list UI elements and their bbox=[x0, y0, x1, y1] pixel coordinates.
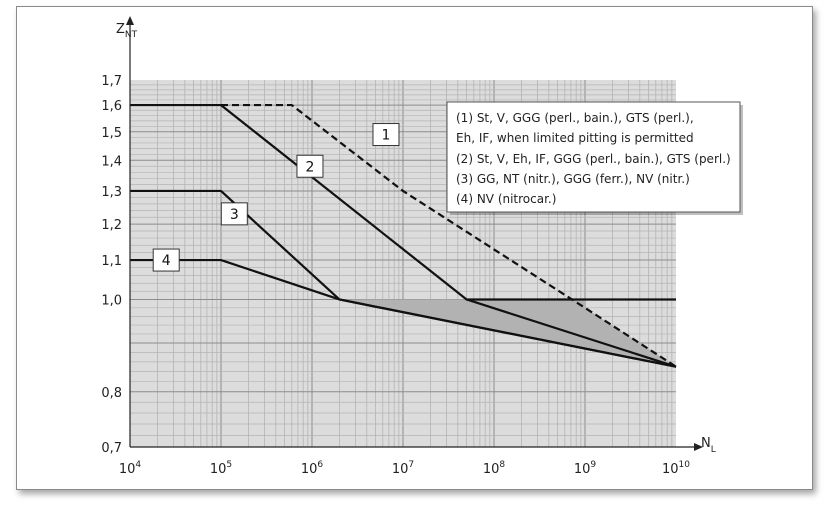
y-tick-label: 1,5 bbox=[101, 126, 122, 141]
y-tick-label: 1,4 bbox=[101, 154, 122, 169]
x-tick-label: 108 bbox=[483, 460, 506, 477]
x-tick-label: 105 bbox=[210, 460, 232, 477]
legend-entry: (4) NV (nitrocar.) bbox=[456, 192, 556, 206]
figure-frame: ZNT NL 0,7 0,8 1,0 1,1 1,2 1,3 1,4 1,5 1,6 1,7 104 1… bbox=[16, 6, 813, 490]
legend-entry: (3) GG, NT (nitr.), GGG (ferr.), NV (nit… bbox=[456, 172, 690, 186]
legend-entry: (2) St, V, Eh, IF, GGG (perl., bain.), G… bbox=[456, 152, 731, 166]
x-tick-label: 107 bbox=[392, 460, 414, 477]
x-tick-label: 109 bbox=[574, 460, 597, 477]
curve-label-box bbox=[372, 123, 400, 147]
y-tick-label: 1,0 bbox=[101, 293, 122, 308]
series-line-1 bbox=[221, 103, 677, 368]
x-tick-label: 1010 bbox=[662, 460, 690, 477]
y-tick-label: 1,7 bbox=[101, 74, 122, 89]
legend-entry: Eh, IF, when limited pitting is permitte… bbox=[456, 131, 694, 145]
y-tick-label: 1,1 bbox=[101, 254, 122, 269]
x-tick-label: 106 bbox=[301, 460, 324, 477]
legend-entry: (1) St, V, GGG (perl., bain.), GTS (perl… bbox=[456, 111, 694, 125]
x-axis-label: NL bbox=[701, 436, 716, 455]
curve-label-text: 3 bbox=[230, 207, 239, 223]
series-line-2 bbox=[130, 103, 676, 301]
x-tick-label: 104 bbox=[119, 460, 142, 477]
y-tick-label: 1,2 bbox=[101, 218, 122, 233]
series-line-3 bbox=[466, 298, 677, 368]
curve-label-1: 1 bbox=[372, 123, 400, 147]
curve-label-text: 1 bbox=[382, 128, 391, 144]
x-axis-arrow bbox=[694, 443, 703, 451]
chart: ZNT NL 0,7 0,8 1,0 1,1 1,2 1,3 1,4 1,5 1,6 1,7 104 1… bbox=[101, 16, 743, 477]
curve-label-box bbox=[220, 202, 248, 226]
curve-label-box bbox=[152, 248, 180, 272]
curve-label-2: 2 bbox=[296, 154, 324, 178]
y-axis-arrow bbox=[126, 16, 134, 25]
curve-label-text: 2 bbox=[306, 159, 315, 175]
curve-label-text: 4 bbox=[162, 253, 171, 269]
y-axis-label: ZNT bbox=[116, 22, 138, 40]
legend-box bbox=[446, 101, 741, 213]
curve-label-4: 4 bbox=[152, 248, 180, 272]
y-tick-label: 1,3 bbox=[101, 185, 122, 200]
curve-label-3: 3 bbox=[220, 202, 248, 226]
y-tick-label: 0,7 bbox=[101, 441, 122, 456]
y-tick-label: 0,8 bbox=[101, 386, 122, 401]
curve-label-box bbox=[296, 154, 324, 178]
y-tick-label: 1,6 bbox=[101, 99, 122, 114]
